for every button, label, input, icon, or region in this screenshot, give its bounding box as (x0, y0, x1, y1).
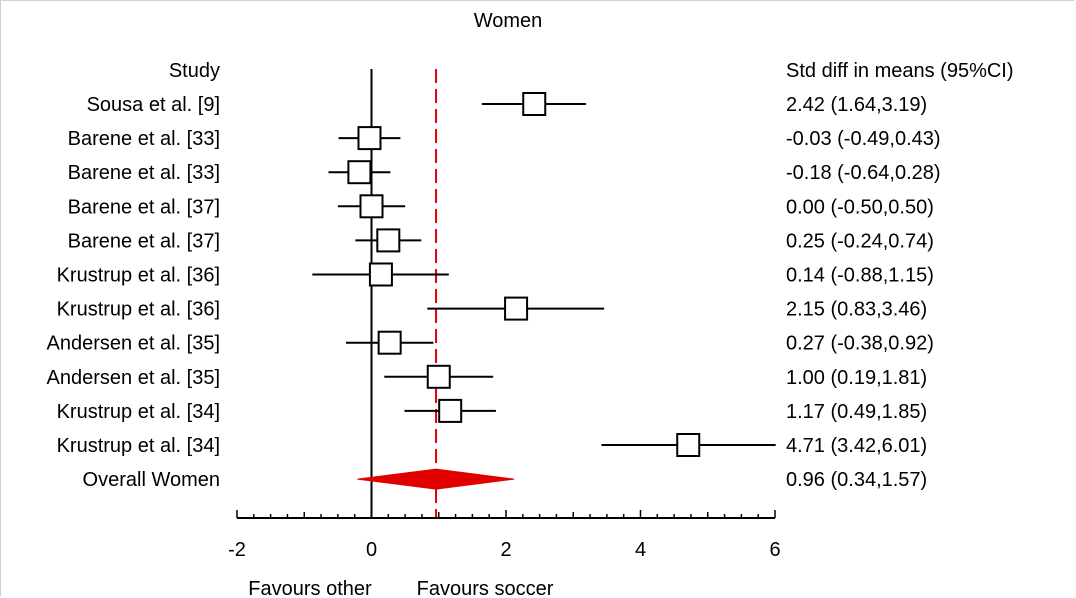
point-estimate-square (376, 228, 401, 253)
overall-label: Overall Women (83, 469, 220, 491)
x-tick-label: 4 (635, 539, 646, 561)
effect-ci-value: 1.17 (0.49,1.85) (786, 401, 927, 423)
effect-ci-value: 4.71 (3.42,6.01) (786, 435, 927, 457)
chart-title: Women (474, 10, 543, 32)
point-estimate-square (522, 92, 547, 116)
point-estimate-square (426, 364, 451, 389)
x-tick-label: 2 (500, 539, 511, 561)
point-estimate-square (368, 262, 393, 287)
effect-column-header: Std diff in means (95%CI) (786, 60, 1014, 82)
study-label: Andersen et al. [35] (47, 333, 220, 355)
study-label: Krustrup et al. [34] (57, 401, 220, 423)
study-label: Krustrup et al. [34] (57, 435, 220, 457)
x-tick-label: 0 (366, 539, 377, 561)
x-label-favours-soccer: Favours soccer (417, 578, 554, 598)
effect-ci-value: 0.14 (-0.88,1.15) (786, 265, 934, 287)
study-label: Barene et al. [37] (68, 196, 220, 218)
x-label-favours-other: Favours other (248, 578, 372, 598)
study-label: Krustrup et al. [36] (57, 299, 220, 321)
study-label: Barene et al. [33] (68, 162, 220, 184)
study-label: Krustrup et al. [36] (57, 265, 220, 287)
effect-ci-value: 2.42 (1.64,3.19) (786, 94, 927, 116)
point-estimate-square (377, 330, 402, 355)
study-label: Barene et al. [37] (68, 230, 220, 252)
point-estimate-square (359, 194, 384, 219)
study-label: Andersen et al. [35] (47, 367, 220, 389)
overall-ci-value: 0.96 (0.34,1.57) (786, 469, 927, 491)
effect-ci-value: 0.00 (-0.50,0.50) (786, 196, 934, 218)
point-estimate-square (438, 398, 463, 423)
effect-ci-value: 0.25 (-0.24,0.74) (786, 230, 934, 252)
point-estimate-square (357, 126, 382, 151)
overall-diamond (357, 468, 515, 490)
x-tick-label: -2 (228, 539, 246, 561)
study-label: Barene et al. [33] (68, 128, 220, 150)
effect-ci-value: -0.03 (-0.49,0.43) (786, 128, 941, 150)
x-tick-label: 6 (769, 539, 780, 561)
point-estimate-square (347, 160, 372, 185)
point-estimate-square (676, 433, 701, 457)
point-estimate-square (504, 296, 529, 321)
study-column-header: Study (169, 60, 220, 82)
plot-marks: Sousa et al. [9] 2.42 (1.64,3.19) Barene e… (47, 69, 941, 561)
effect-ci-value: 0.27 (-0.38,0.92) (786, 333, 934, 355)
effect-ci-value: 2.15 (0.83,3.46) (786, 299, 927, 321)
study-label: Sousa et al. [9] (87, 94, 220, 116)
effect-ci-value: -0.18 (-0.64,0.28) (786, 162, 941, 184)
effect-ci-value: 1.00 (0.19,1.81) (786, 367, 927, 389)
